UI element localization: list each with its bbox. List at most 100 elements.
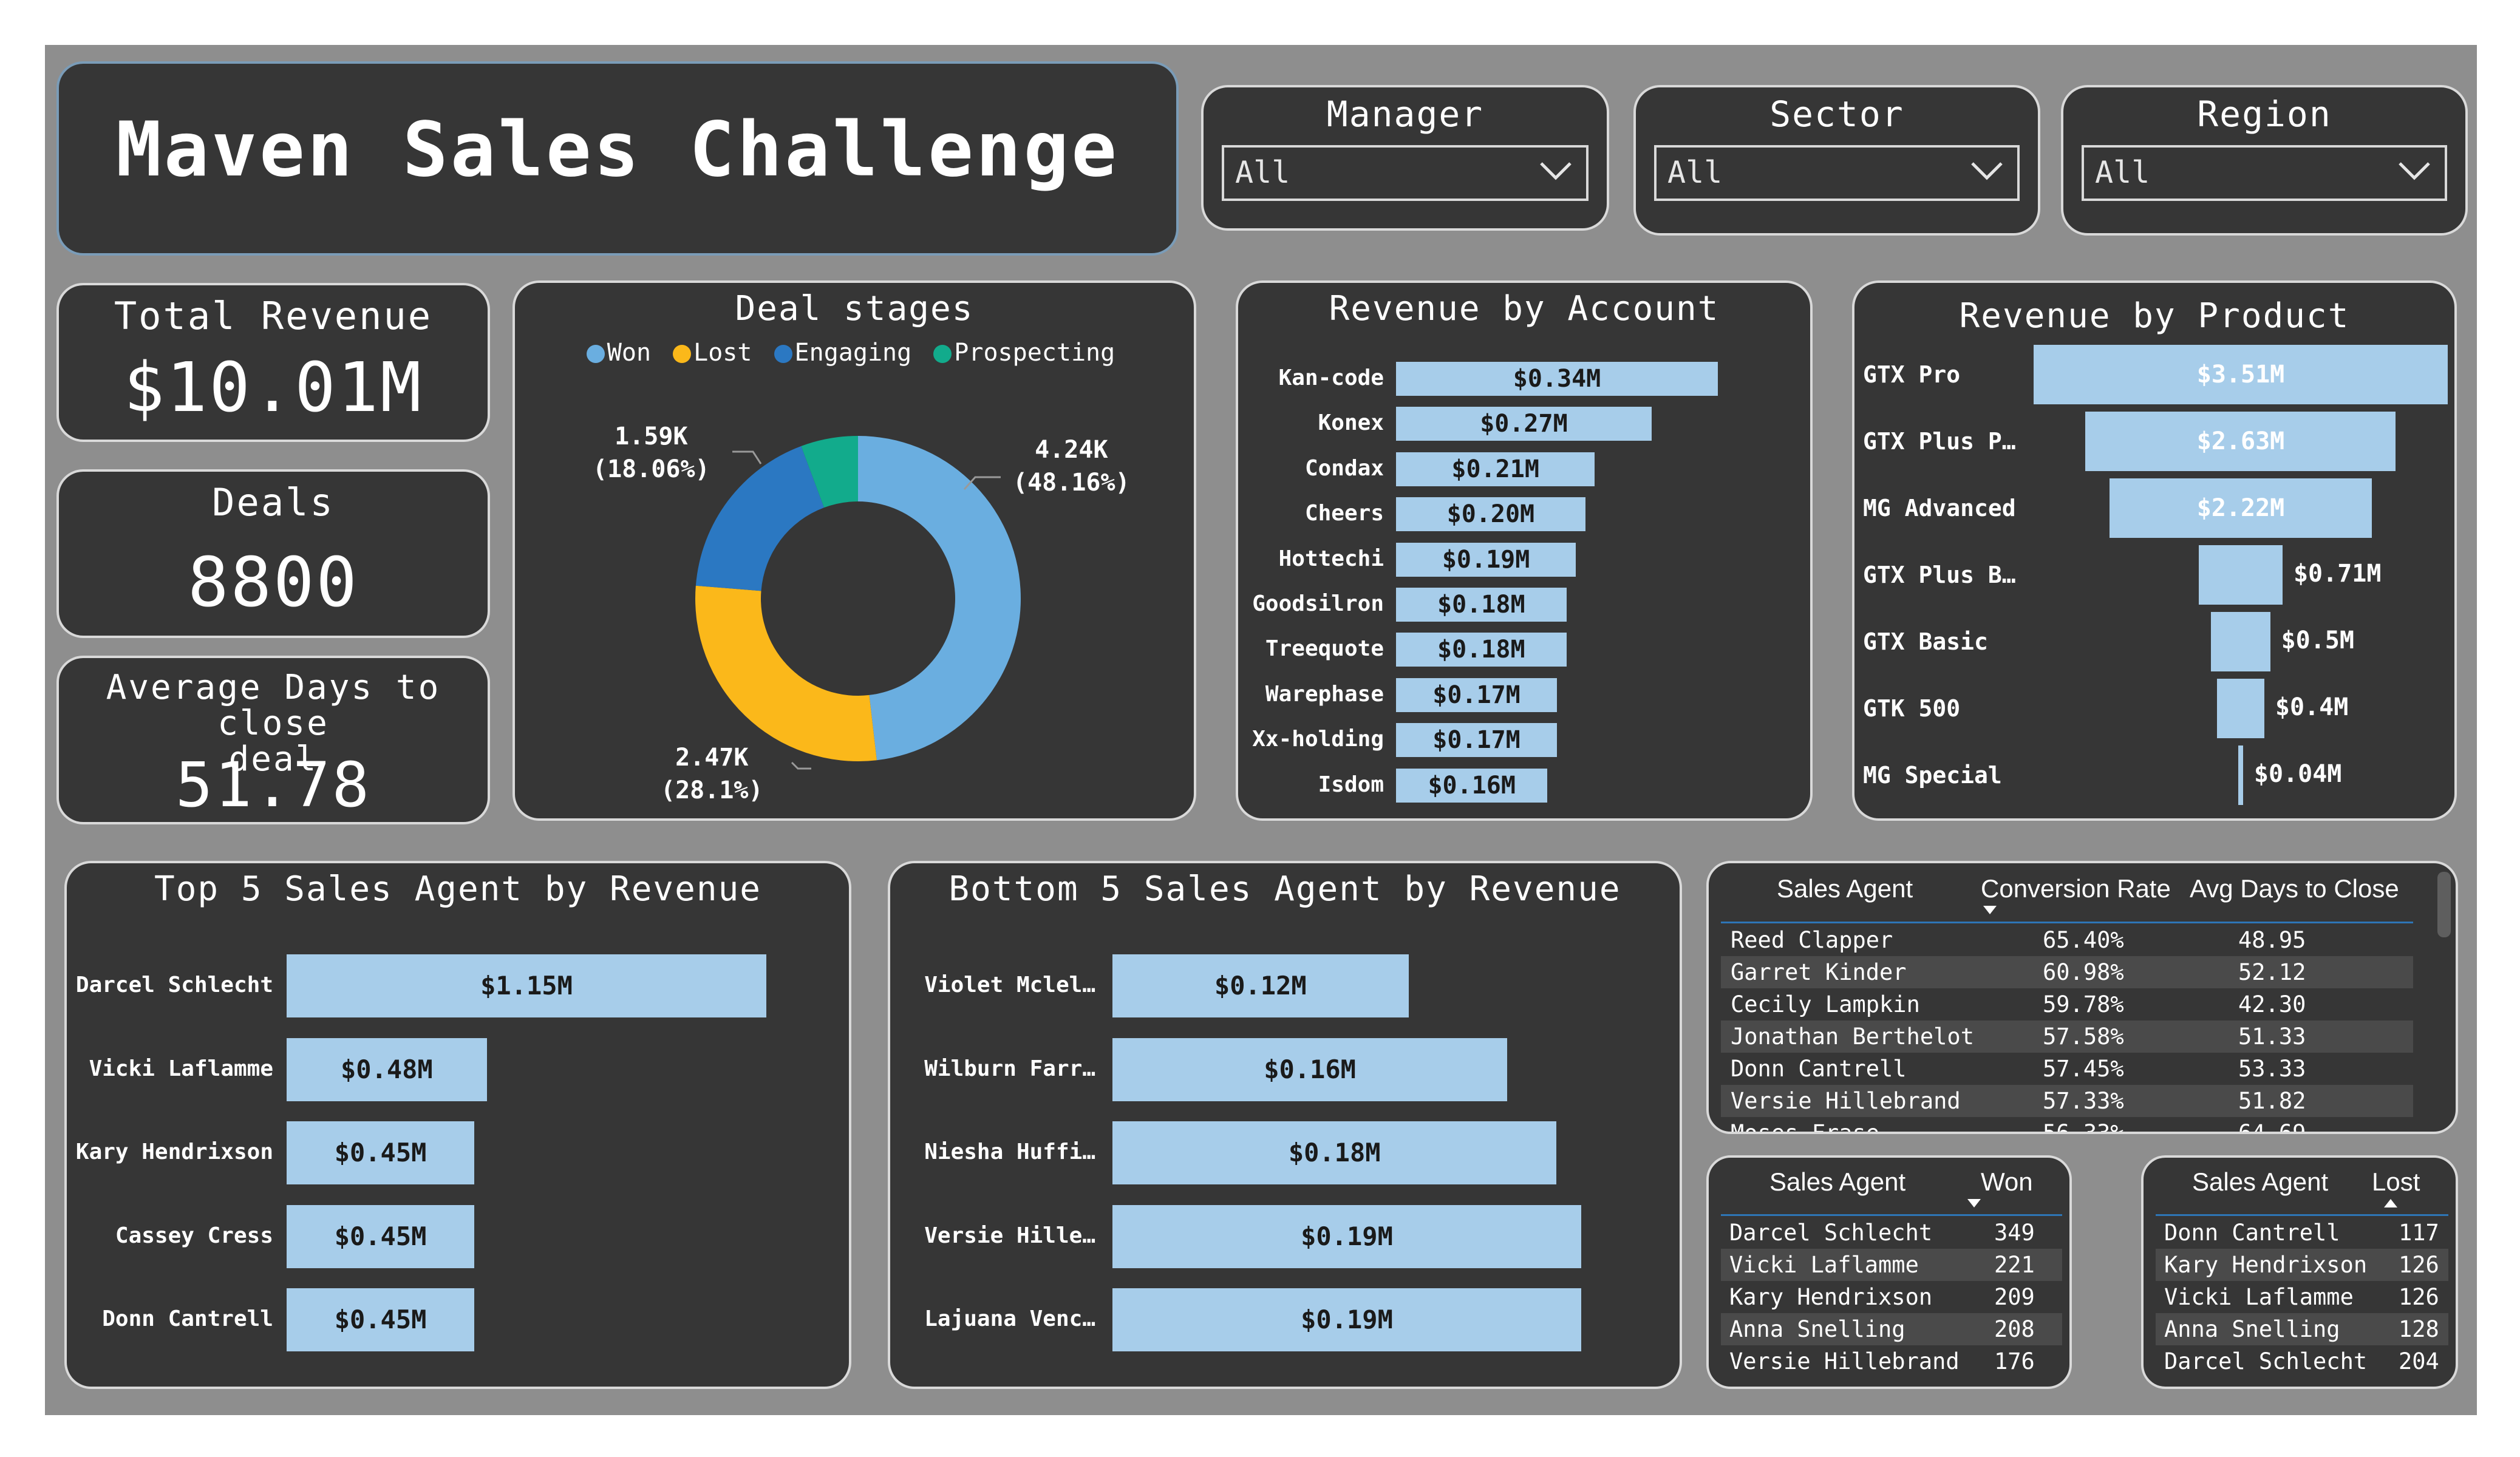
kpi-value: 8800 [188, 543, 359, 622]
bar[interactable]: $0.48M [287, 1038, 487, 1101]
bar[interactable]: $0.45M [287, 1288, 475, 1351]
legend-item-prospecting[interactable]: Prospecting [933, 339, 1115, 367]
table-row[interactable]: Kary Hendrixson 126 [2156, 1249, 2448, 1281]
table-cell: Anna Snelling [1729, 1316, 1905, 1342]
bar[interactable]: $0.34M [1396, 362, 1718, 396]
bar-value-label: $0.45M [334, 1305, 427, 1334]
slice-percent: (18.06%) [593, 455, 710, 483]
bar[interactable]: $0.16M [1112, 1038, 1508, 1101]
donut-label-engaging: 1.59K (18.06%) [593, 420, 710, 486]
kpi-label-line: Average Days to close [106, 668, 441, 743]
bar[interactable] [2199, 545, 2283, 605]
bar-value-label: $0.16M [1428, 771, 1516, 800]
filter-label: Region [2197, 93, 2332, 135]
table-cell: 349 [1994, 1220, 2035, 1246]
bar[interactable]: $0.17M [1396, 678, 1557, 712]
table-row[interactable]: Donn Cantrell 57.45% 53.33 [1721, 1053, 2413, 1085]
table-row[interactable]: Donn Cantrell 117 [2156, 1217, 2448, 1249]
table-row[interactable]: Vicki Laflamme 221 [1721, 1249, 2062, 1281]
bar[interactable] [2211, 612, 2270, 671]
table-cell: 126 [2399, 1284, 2439, 1310]
table-row[interactable]: Versie Hillebrand 176 [1721, 1345, 2062, 1377]
bar[interactable]: $0.18M [1112, 1121, 1557, 1184]
bar-category-label: Warephase [1265, 681, 1384, 707]
bar[interactable]: $0.27M [1396, 407, 1652, 441]
bar-value-label: $0.18M [1288, 1138, 1381, 1167]
filter-manager: Manager All [1201, 85, 1609, 231]
table-row[interactable]: Reed Clapper 65.40% 48.95 [1721, 924, 2413, 956]
kpi-value: 51.78 [175, 749, 372, 821]
table-row[interactable]: Vicki Laflamme 126 [2156, 1281, 2448, 1313]
legend-item-lost[interactable]: Lost [673, 339, 752, 367]
table-row[interactable]: Kary Hendrixson 209 [1721, 1281, 2062, 1313]
bar[interactable]: $0.12M [1112, 954, 1409, 1017]
bar[interactable]: $0.21M [1396, 452, 1595, 486]
deal-stages-chart: Deal stages Won Lost Engaging Prospectin… [513, 280, 1196, 821]
bar[interactable]: $2.22M [2110, 478, 2372, 538]
bar[interactable]: $0.16M [1396, 768, 1548, 803]
bar[interactable] [2238, 745, 2243, 805]
donut-slice-won[interactable] [858, 436, 1021, 761]
bar-category-label: Kan-code [1278, 365, 1384, 390]
table-cell: 209 [1994, 1284, 2035, 1310]
bar-category-label: Wilburn Farr… [924, 1056, 1095, 1081]
bar[interactable]: $0.19M [1112, 1288, 1581, 1351]
slice-value: 2.47K [675, 744, 749, 772]
table-row[interactable]: Jonathan Berthelot 57.58% 51.33 [1721, 1021, 2413, 1053]
donut-slice-lost[interactable] [695, 585, 877, 761]
table-cell: 57.45% [2043, 1056, 2124, 1082]
table-row[interactable]: Cecily Lampkin 59.78% 42.30 [1721, 988, 2413, 1021]
donut-slice-prospecting[interactable] [801, 436, 858, 508]
kpi-label-line: deal [228, 739, 318, 779]
region-dropdown[interactable]: All [2082, 145, 2447, 201]
legend-dot [933, 345, 952, 363]
bar-category-label: MG Advanced [1863, 495, 2016, 521]
bar-category-label: Condax [1304, 455, 1384, 481]
bar[interactable]: $0.18M [1396, 588, 1567, 622]
bar[interactable]: $0.45M [287, 1204, 475, 1268]
table-row[interactable]: Anna Snelling 208 [1721, 1313, 2062, 1345]
bar-category-label: Niesha Huffi… [924, 1139, 1095, 1164]
manager-dropdown[interactable]: All [1222, 145, 1589, 201]
column-header-sales-agent[interactable]: Sales Agent [1769, 1167, 1906, 1196]
bar-value-label: $0.16M [1264, 1054, 1356, 1084]
column-header-sales-agent[interactable]: Sales Agent [1777, 874, 1913, 903]
bar[interactable]: $2.63M [2085, 412, 2396, 471]
sector-dropdown[interactable]: All [1654, 145, 2020, 201]
table-cell: Anna Snelling [2164, 1316, 2340, 1342]
table-row[interactable]: Anna Snelling 128 [2156, 1313, 2448, 1345]
table-row[interactable]: Garret Kinder 60.98% 52.12 [1721, 956, 2413, 988]
table-cell: Moses Frase [1731, 1120, 1880, 1134]
bar[interactable]: $0.19M [1112, 1204, 1581, 1268]
table-row[interactable]: Darcel Schlecht 349 [1721, 1217, 2062, 1249]
legend-item-engaging[interactable]: Engaging [774, 339, 911, 367]
revenue-by-product-chart: Revenue by Product GTX Pro $3.51M GTX Plus… [1852, 280, 2457, 821]
filter-sector: Sector All [1633, 85, 2040, 236]
donut-slice-engaging[interactable] [695, 446, 825, 591]
bar[interactable] [2217, 679, 2264, 738]
bar[interactable]: $0.17M [1396, 723, 1557, 758]
bar[interactable]: $0.20M [1396, 497, 1585, 532]
table-row[interactable]: Moses Frase 56.33% 64.69 [1721, 1117, 2413, 1134]
legend-label: Prospecting [954, 339, 1115, 367]
bar[interactable]: $0.45M [287, 1121, 475, 1184]
bar[interactable]: $0.19M [1396, 542, 1576, 577]
column-header-lost[interactable]: Lost [2372, 1167, 2420, 1196]
bar[interactable]: $3.51M [2034, 345, 2448, 404]
column-header-avg-days[interactable]: Avg Days to Close [2190, 874, 2399, 903]
legend-item-won[interactable]: Won [586, 339, 651, 367]
bar[interactable]: $0.18M [1396, 633, 1567, 667]
bar-category-label: Konex [1318, 410, 1384, 436]
column-header-won[interactable]: Won [1981, 1167, 2033, 1196]
vertical-scrollbar[interactable] [2437, 872, 2451, 937]
bar-category-label: Kary Hendrixson [75, 1139, 273, 1164]
lost-table: Sales Agent Lost Donn Cantrell 117 Kary He… [2141, 1155, 2458, 1389]
column-header-conversion-rate[interactable]: Conversion Rate [1981, 874, 2171, 903]
kpi-label: Average Days to close deal [59, 670, 488, 777]
column-header-sales-agent[interactable]: Sales Agent [2192, 1167, 2329, 1196]
table-row[interactable]: Versie Hillebrand 57.33% 51.82 [1721, 1085, 2413, 1117]
bar[interactable]: $1.15M [287, 954, 766, 1017]
table-row[interactable]: Darcel Schlecht 204 [2156, 1345, 2448, 1377]
bar-value-label: $0.17M [1432, 726, 1521, 755]
table-cell: Garret Kinder [1731, 959, 1907, 985]
